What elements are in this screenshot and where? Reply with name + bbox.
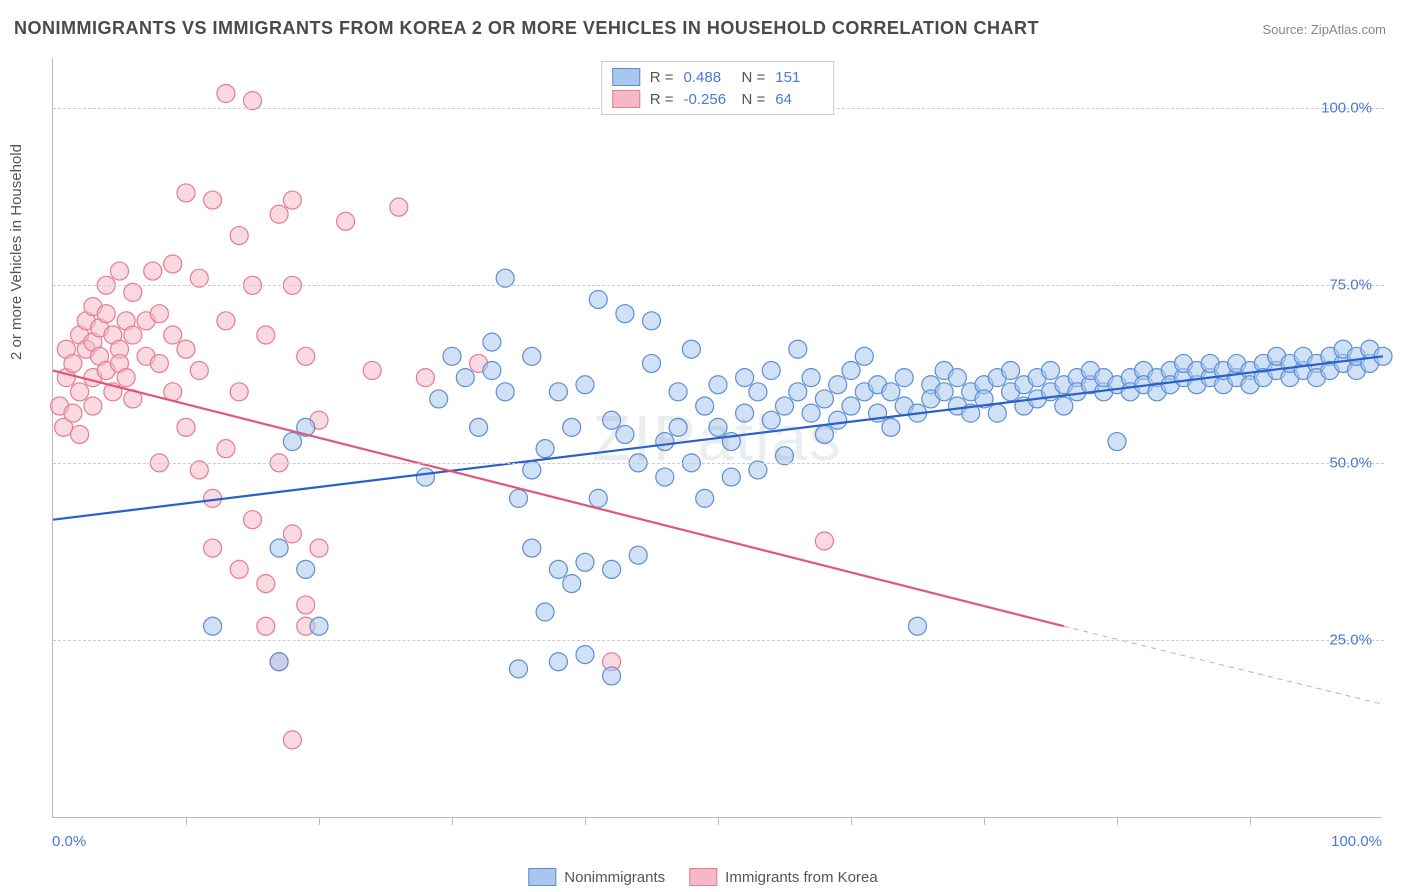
stats-row-immigrants: R = -0.256 N = 64 — [612, 88, 824, 110]
source-attribution: Source: ZipAtlas.com — [1262, 22, 1386, 37]
n-label: N = — [742, 69, 766, 86]
y-tick-label: 75.0% — [1329, 277, 1372, 294]
stats-row-nonimmigrants: R = 0.488 N = 151 — [612, 66, 824, 88]
correlation-stats-box: R = 0.488 N = 151 R = -0.256 N = 64 — [601, 61, 835, 115]
y-tick-label: 50.0% — [1329, 454, 1372, 471]
legend-swatch-blue — [528, 868, 556, 886]
legend-label-1: Immigrants from Korea — [725, 869, 878, 886]
n-label: N = — [742, 91, 766, 108]
x-tick-0: 0.0% — [52, 833, 86, 850]
legend-swatch-pink — [689, 868, 717, 886]
y-tick-label: 25.0% — [1329, 632, 1372, 649]
chart-title: NONIMMIGRANTS VS IMMIGRANTS FROM KOREA 2… — [14, 18, 1039, 39]
r-value-0: 0.488 — [684, 69, 732, 86]
n-value-0: 151 — [775, 69, 823, 86]
legend-item-nonimmigrants: Nonimmigrants — [528, 868, 665, 886]
plot-area: ZIPatlas R = 0.488 N = 151 R = -0.256 N … — [52, 58, 1382, 818]
n-value-1: 64 — [775, 91, 823, 108]
r-label: R = — [650, 69, 674, 86]
chart-svg — [53, 58, 1382, 817]
legend-item-immigrants: Immigrants from Korea — [689, 868, 878, 886]
r-label: R = — [650, 91, 674, 108]
legend-bottom: Nonimmigrants Immigrants from Korea — [528, 868, 877, 886]
x-tick-100: 100.0% — [1331, 833, 1382, 850]
y-axis-label: 2 or more Vehicles in Household — [8, 144, 25, 360]
r-value-1: -0.256 — [684, 91, 732, 108]
swatch-pink — [612, 90, 640, 108]
legend-label-0: Nonimmigrants — [564, 869, 665, 886]
y-tick-label: 100.0% — [1321, 99, 1372, 116]
swatch-blue — [612, 68, 640, 86]
